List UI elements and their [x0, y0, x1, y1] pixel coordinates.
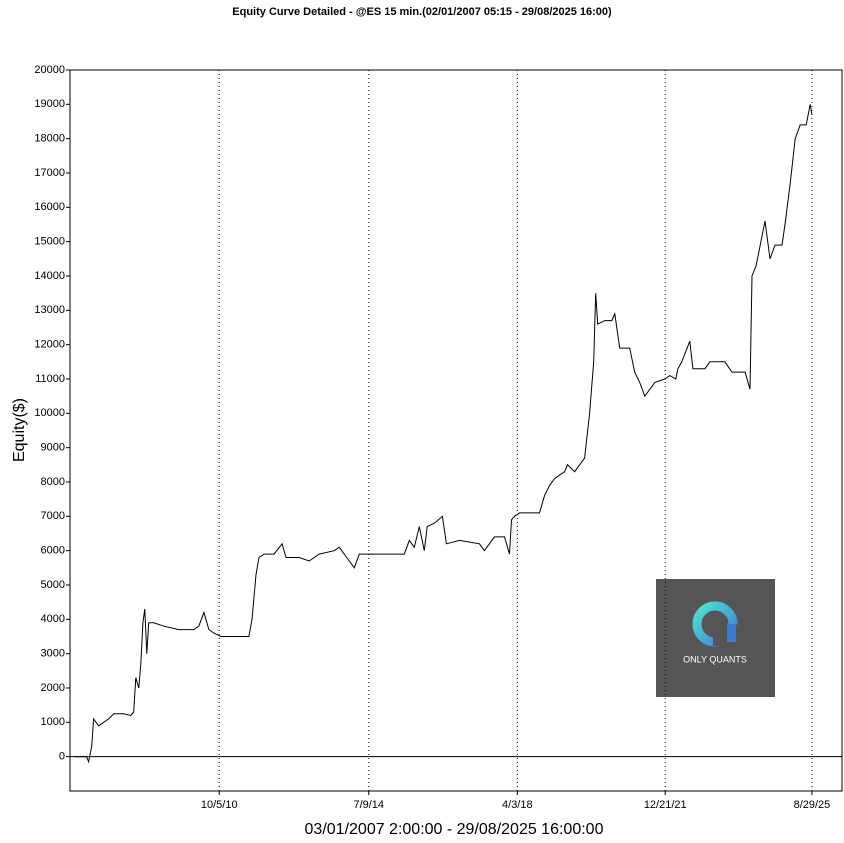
y-tick-label: 19000	[34, 98, 65, 110]
y-tick-label: 9000	[41, 442, 65, 454]
y-tick-label: 4000	[41, 613, 65, 625]
equity-line	[74, 104, 813, 764]
y-tick-label: 1000	[41, 716, 65, 728]
y-tick-label: 0	[59, 751, 65, 763]
y-tick-label: 10000	[34, 407, 65, 419]
x-tick-label: 10/5/10	[201, 799, 238, 811]
y-tick-label: 17000	[34, 167, 65, 179]
y-tick-label: 3000	[41, 648, 65, 660]
x-tick-label: 8/29/25	[794, 799, 831, 811]
chart-title: Equity Curve Detailed - @ES 15 min.(02/0…	[232, 6, 612, 18]
watermark: ONLY QUANTS	[656, 579, 775, 697]
y-tick-label: 16000	[34, 201, 65, 213]
y-tick-label: 18000	[34, 133, 65, 145]
y-tick-label: 12000	[34, 339, 65, 351]
x-tick-label: 4/3/18	[502, 799, 533, 811]
y-tick-label: 14000	[34, 270, 65, 282]
y-tick-label: 7000	[41, 510, 65, 522]
x-axis-label: 03/01/2007 2:00:00 - 29/08/2025 16:00:00	[305, 821, 604, 838]
y-tick-label: 20000	[34, 64, 65, 76]
x-tick-label: 12/21/21	[644, 799, 687, 811]
plot-frame	[69, 69, 843, 792]
y-tick-label: 6000	[41, 545, 65, 557]
y-tick-label: 15000	[34, 236, 65, 248]
logo-bar	[727, 624, 736, 642]
y-tick-label: 11000	[35, 373, 65, 385]
y-axis-label: Equity($)	[11, 398, 28, 462]
x-tick-label: 7/9/14	[353, 799, 384, 811]
y-tick-label: 8000	[41, 476, 65, 488]
y-tick-label: 13000	[34, 304, 65, 316]
y-tick-label: 2000	[41, 682, 65, 694]
y-tick-label: 5000	[41, 579, 65, 591]
watermark-text: ONLY QUANTS	[683, 654, 747, 664]
